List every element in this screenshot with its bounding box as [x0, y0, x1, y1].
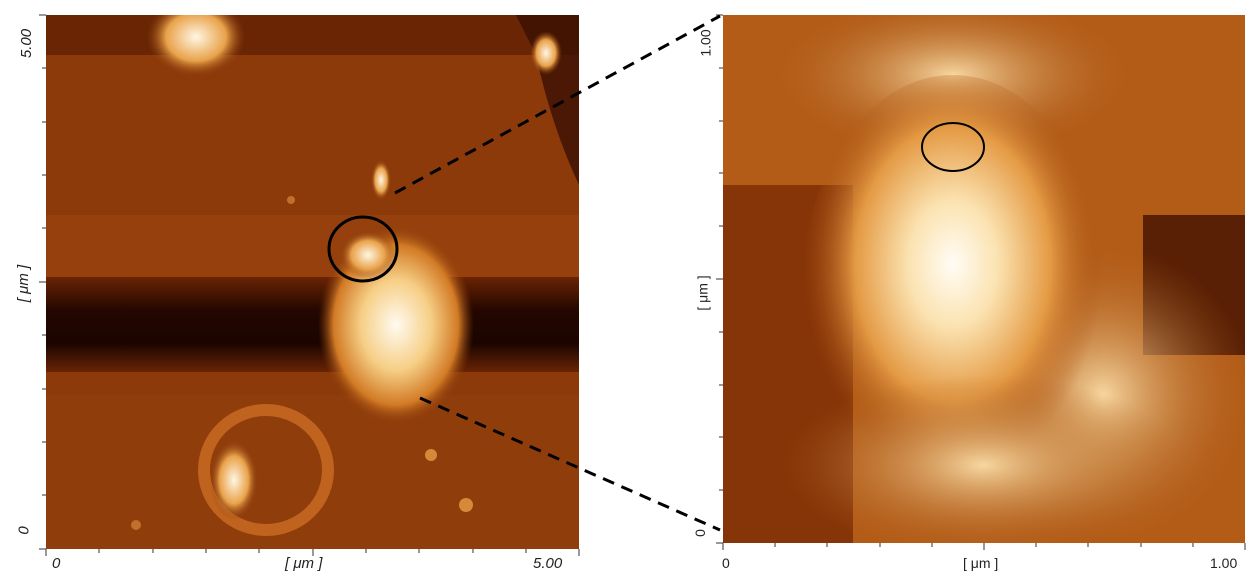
right-x-unit-label: [ μm ] — [963, 555, 999, 571]
right-x-ticks — [722, 543, 1246, 550]
right-y-ticks — [716, 14, 723, 544]
left-x-max-label: 5.00 — [533, 555, 563, 572]
left-y-min-label: 0 — [15, 526, 33, 535]
right-x-max-label: 1.00 — [1210, 555, 1238, 571]
right-y-min-label: 0 — [691, 529, 708, 537]
afm-scan-left-image — [46, 15, 579, 549]
left-x-min-label: 0 — [52, 555, 61, 572]
right-x-min-label: 0 — [722, 555, 730, 571]
left-y-ticks — [39, 14, 46, 550]
left-y-unit-label: [ μm ] — [15, 264, 33, 303]
right-y-max-label: 1.00 — [697, 29, 714, 57]
left-y-max-label: 5.00 — [18, 28, 36, 59]
afm-scan-left — [46, 15, 579, 549]
afm-scan-right-image — [723, 15, 1245, 543]
left-x-unit-label: [ μm ] — [285, 555, 323, 572]
right-y-unit-label: [ μm ] — [694, 275, 711, 311]
afm-scan-right — [723, 15, 1245, 543]
